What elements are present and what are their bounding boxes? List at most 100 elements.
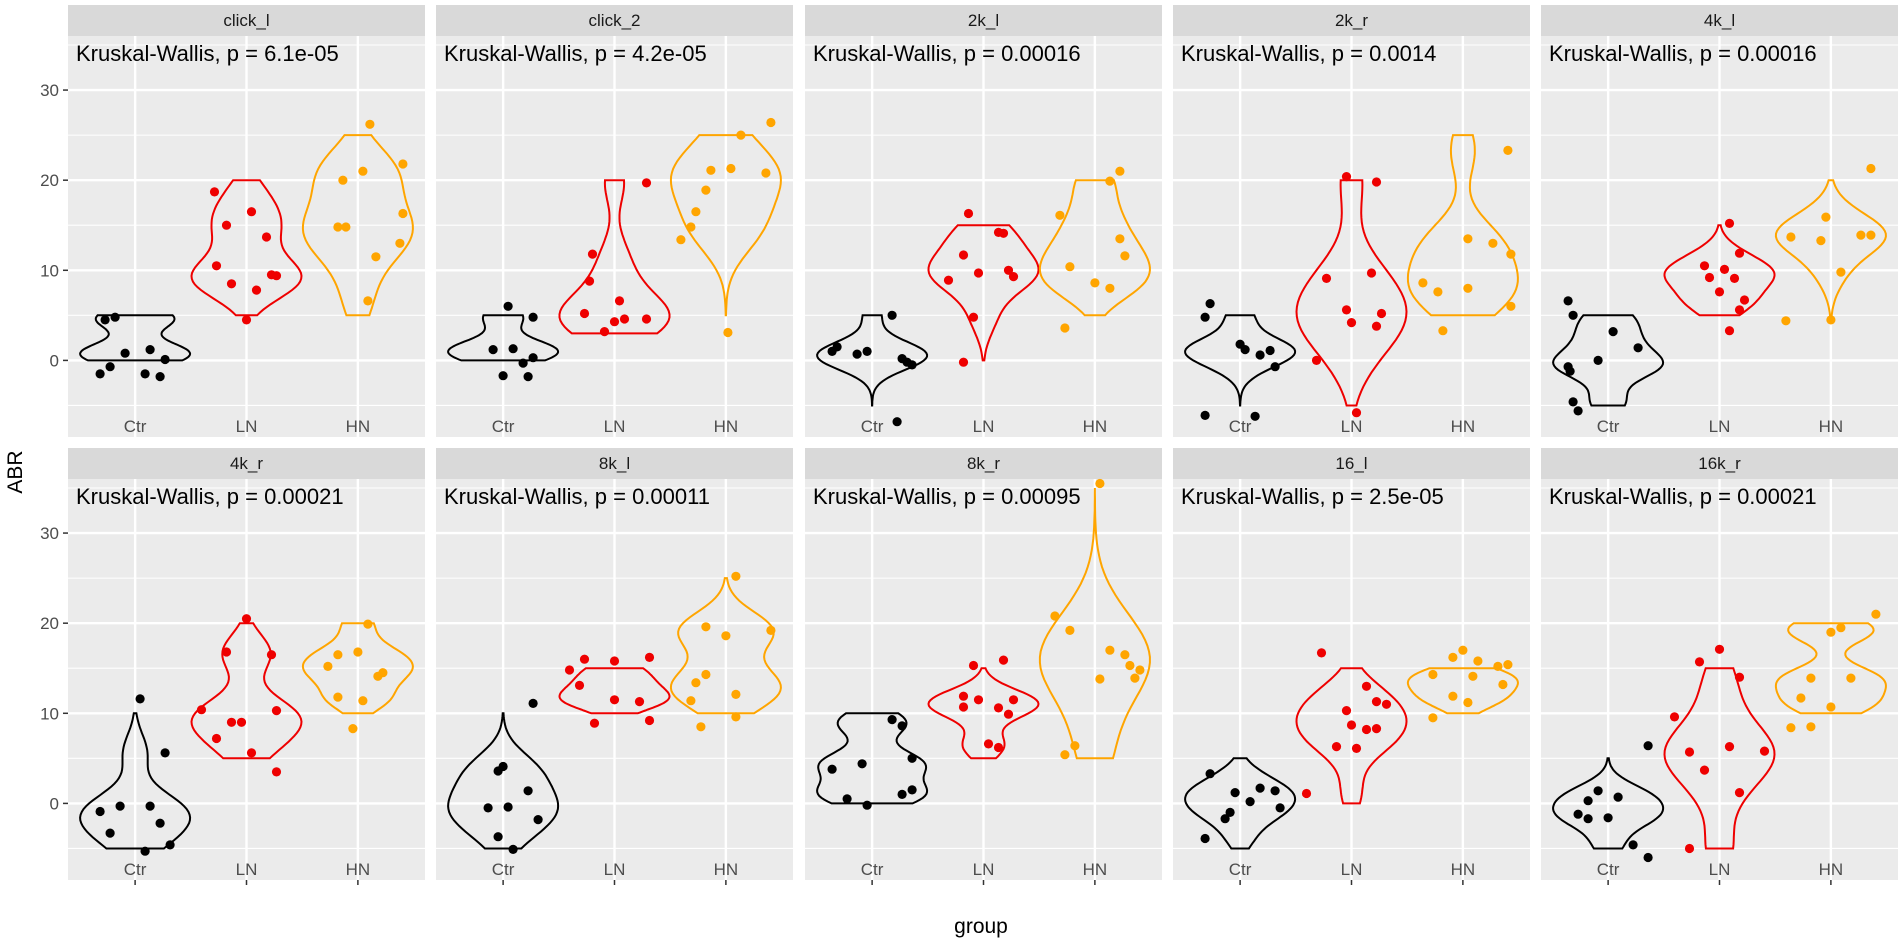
data-point-Ctr: [1265, 345, 1275, 356]
data-point-LN: [271, 706, 282, 716]
data-point-Ctr: [1205, 299, 1215, 309]
x-axis-title: group: [954, 915, 1008, 938]
data-point-HN: [1871, 609, 1881, 619]
data-point-HN: [323, 661, 333, 672]
data-point-LN: [209, 187, 220, 197]
y-tick-label: 10: [40, 704, 59, 723]
violin-HN: [669, 577, 782, 715]
facet-strip-label: 8k_r: [967, 454, 1000, 473]
data-point-HN: [706, 165, 716, 175]
data-point-HN: [1055, 210, 1065, 220]
data-point-LN: [1316, 648, 1327, 658]
data-point-HN: [358, 696, 368, 706]
data-point-Ctr: [1593, 355, 1603, 365]
x-tick-label: HN: [346, 860, 371, 879]
violin-LN: [558, 179, 671, 335]
data-point-LN: [271, 767, 282, 777]
facet-strip: [436, 448, 793, 479]
data-point-LN: [1371, 724, 1382, 734]
data-point-LN: [1381, 699, 1392, 709]
data-point-LN: [1714, 287, 1725, 297]
facet-strip: [805, 5, 1162, 36]
data-point-Ctr: [907, 360, 917, 370]
data-point-LN: [1704, 272, 1715, 283]
data-point-HN: [1506, 301, 1516, 311]
x-tick-label: LN: [604, 417, 626, 436]
data-point-HN: [766, 625, 776, 636]
data-point-HN: [691, 678, 701, 688]
x-tick-label: Ctr: [861, 860, 884, 879]
data-point-Ctr: [1608, 327, 1618, 337]
x-tick-label: Ctr: [492, 417, 515, 436]
data-point-Ctr: [862, 800, 872, 810]
data-point-HN: [398, 208, 408, 219]
violin-HN: [669, 134, 782, 317]
data-point-LN: [1734, 788, 1745, 798]
data-point-HN: [731, 571, 741, 581]
data-point-LN: [1351, 743, 1362, 754]
data-point-Ctr: [892, 417, 902, 427]
facet-strip-label: 4k_l: [1704, 11, 1735, 30]
data-point-Ctr: [1628, 840, 1638, 850]
kruskal-wallis-annotation: Kruskal-Wallis, p = 0.00021: [1549, 484, 1817, 509]
data-point-LN: [221, 647, 232, 657]
x-tick-label: HN: [1451, 417, 1476, 436]
x-tick-label: LN: [1341, 417, 1363, 436]
data-point-LN: [1734, 248, 1745, 258]
y-tick-label: 10: [40, 261, 59, 280]
data-point-Ctr: [160, 748, 170, 758]
data-point-LN: [589, 718, 600, 728]
data-point-LN: [1734, 305, 1745, 315]
data-point-LN: [644, 652, 655, 663]
data-point-Ctr: [528, 353, 538, 363]
data-point-HN: [1438, 326, 1448, 336]
data-point-Ctr: [528, 312, 538, 322]
x-tick-label: HN: [346, 417, 371, 436]
kruskal-wallis-annotation: Kruskal-Wallis, p = 4.2e-05: [444, 41, 707, 66]
x-tick-label: LN: [236, 417, 258, 436]
data-point-HN: [1468, 671, 1478, 681]
data-point-LN: [574, 680, 585, 691]
data-point-Ctr: [1270, 786, 1280, 796]
data-point-HN: [1120, 251, 1130, 261]
data-point-HN: [731, 689, 741, 700]
data-point-Ctr: [1568, 310, 1578, 320]
data-point-Ctr: [1583, 796, 1593, 806]
data-point-HN: [1418, 278, 1428, 288]
y-tick-label: 20: [40, 614, 59, 633]
data-point-HN: [333, 692, 343, 702]
data-point-Ctr: [518, 358, 528, 368]
facet-strip: [1541, 448, 1898, 479]
data-point-HN: [1786, 723, 1796, 733]
data-point-HN: [1866, 163, 1876, 174]
violin-Ctr: [447, 712, 560, 850]
violin-LN: [558, 667, 671, 715]
data-point-LN: [1699, 765, 1710, 775]
data-point-LN: [1719, 264, 1730, 274]
data-point-HN: [1135, 665, 1145, 675]
data-point-LN: [241, 315, 252, 325]
data-point-Ctr: [1613, 792, 1623, 802]
data-point-LN: [1724, 218, 1735, 228]
data-point-LN: [1341, 706, 1352, 716]
data-point-Ctr: [857, 759, 867, 769]
data-point-LN: [241, 614, 252, 624]
y-tick-label: 30: [40, 81, 59, 100]
x-tick-label: HN: [1083, 417, 1108, 436]
data-point-LN: [1003, 265, 1014, 275]
data-point-HN: [1826, 315, 1836, 325]
data-point-Ctr: [1230, 788, 1240, 798]
data-point-LN: [1694, 657, 1705, 667]
violin-Ctr: [1552, 314, 1665, 407]
data-point-LN: [1361, 681, 1372, 691]
x-tick-label: Ctr: [492, 860, 515, 879]
data-point-LN: [599, 327, 610, 337]
data-point-LN: [246, 207, 257, 217]
data-point-Ctr: [887, 310, 897, 320]
data-point-Ctr: [1568, 397, 1578, 407]
data-point-LN: [266, 650, 277, 660]
data-point-LN: [579, 308, 590, 319]
data-point-LN: [973, 268, 984, 278]
data-point-HN: [1488, 238, 1498, 248]
data-point-LN: [211, 733, 222, 744]
